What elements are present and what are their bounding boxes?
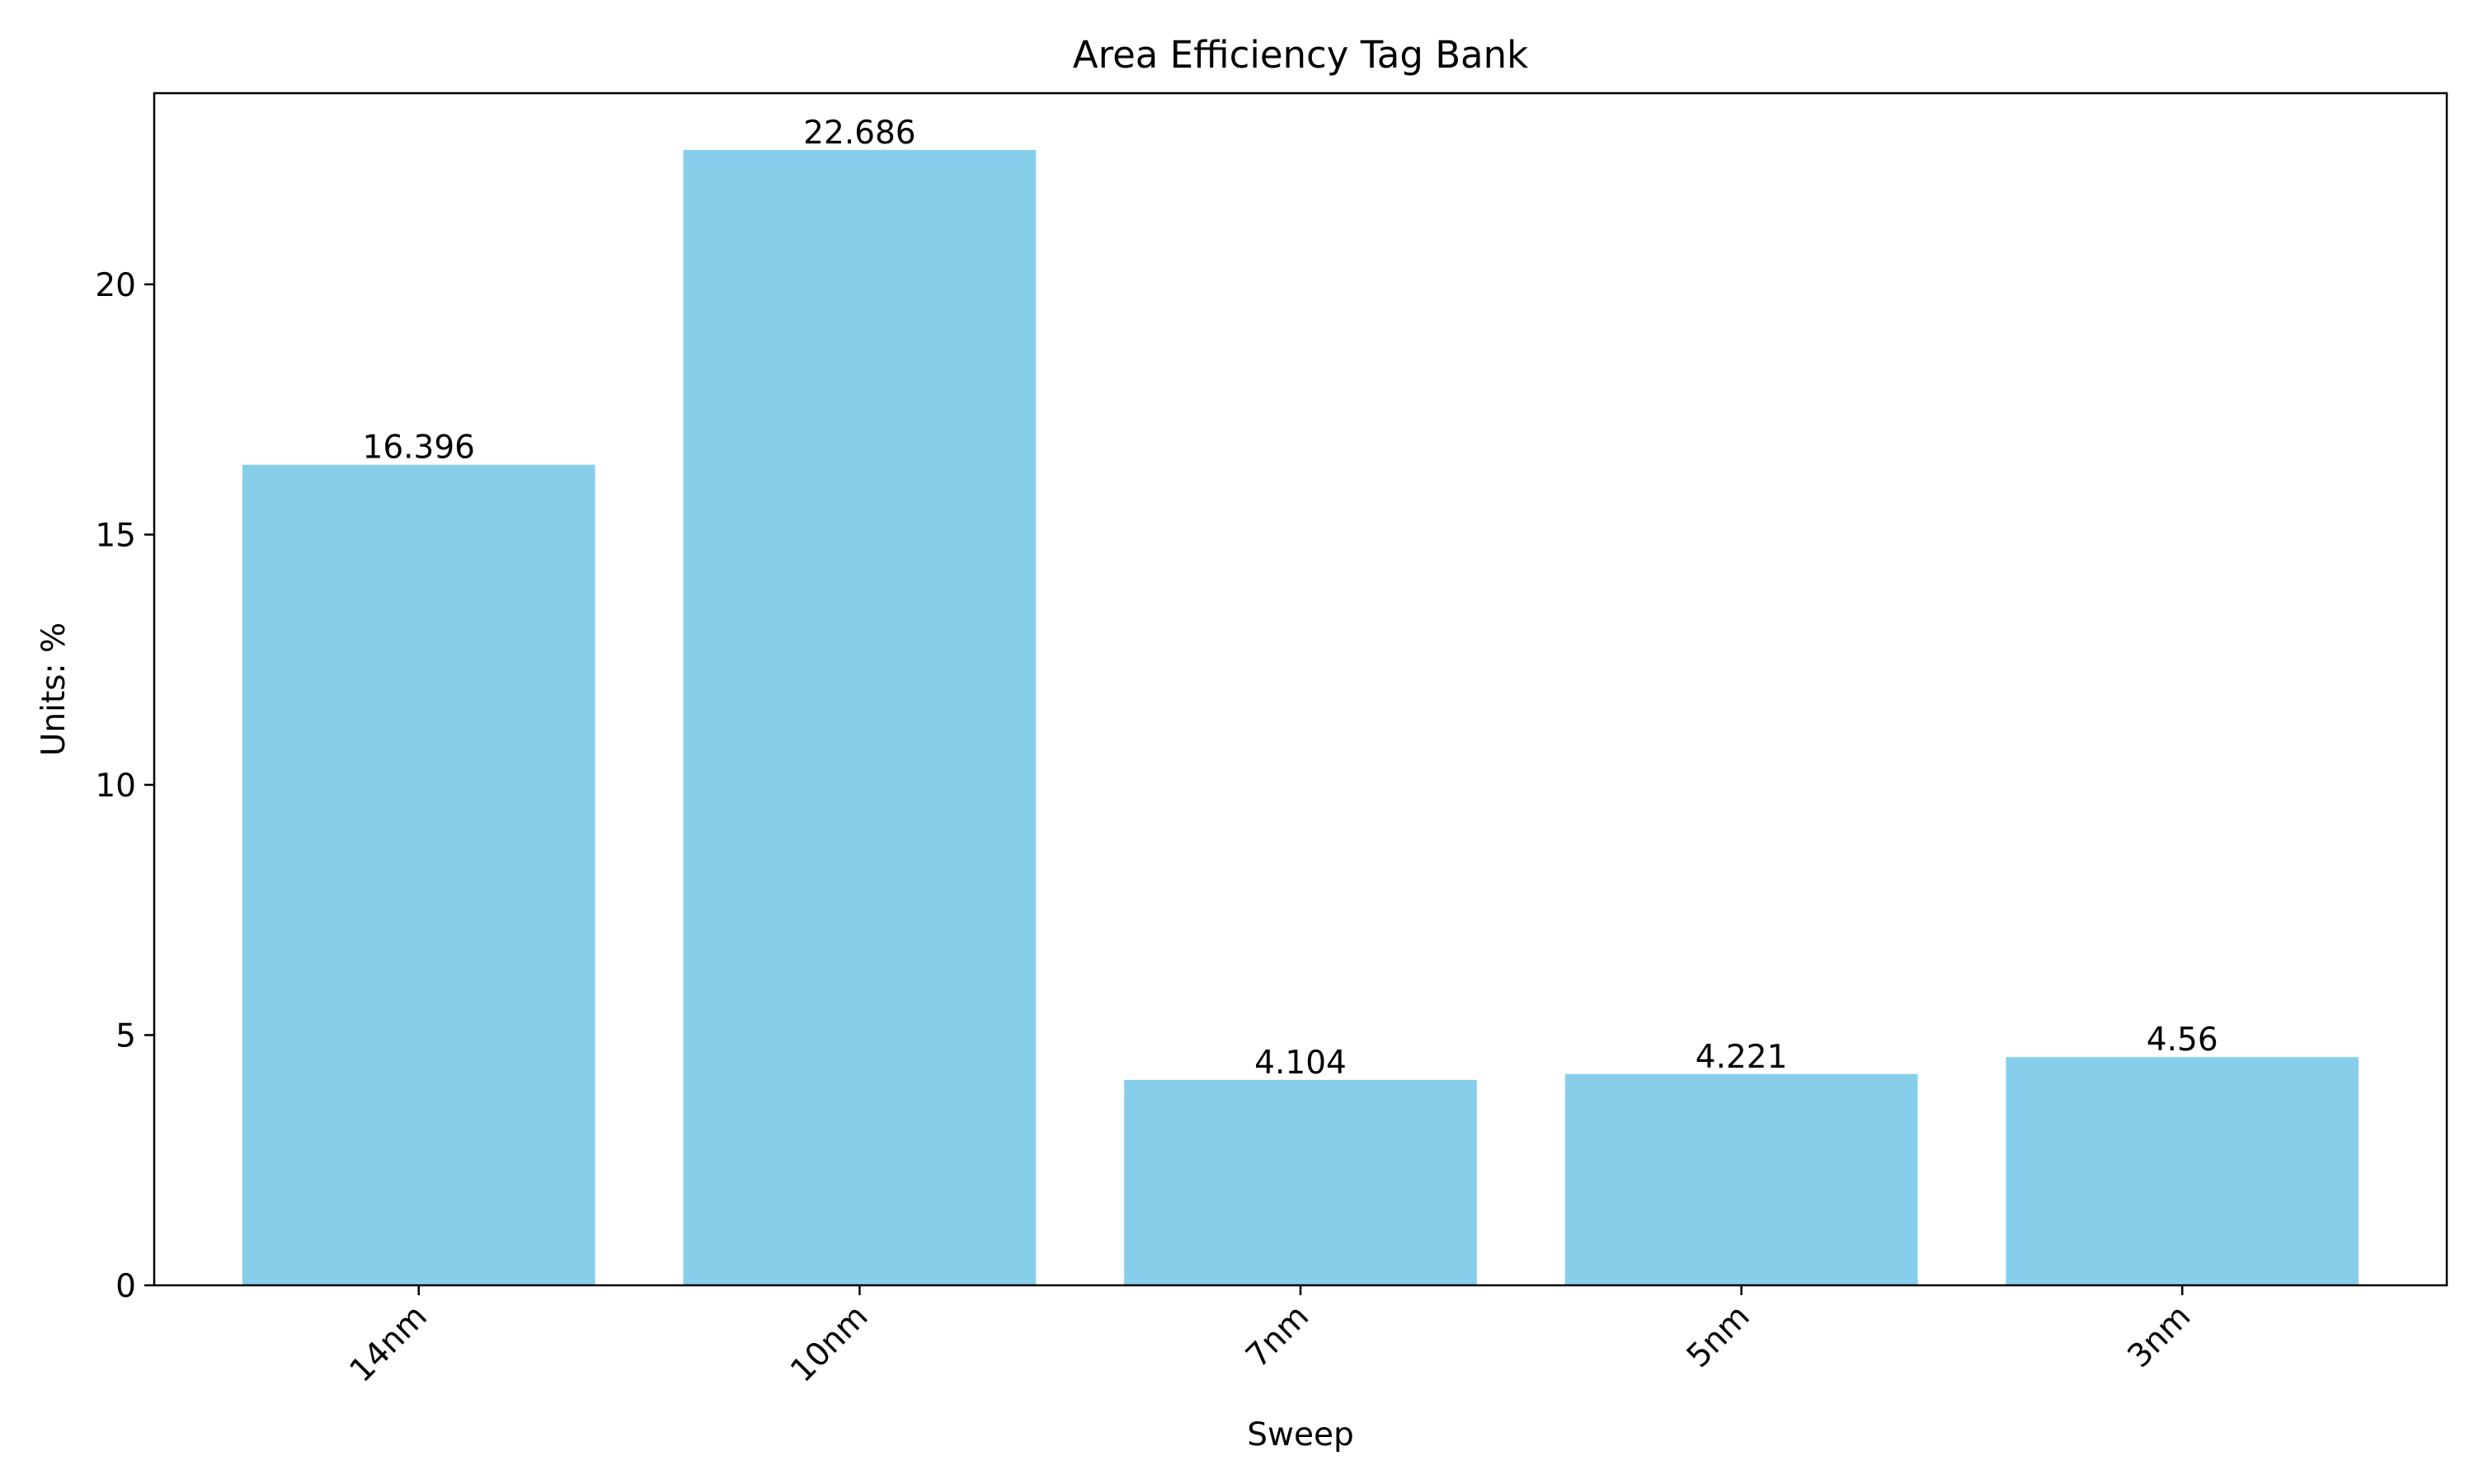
y-axis-label: Units: % (35, 622, 73, 756)
chart-title: Area Efficiency Tag Bank (1073, 33, 1528, 77)
plot-frame (153, 92, 2448, 1287)
y-tick-label: 20 (95, 267, 136, 304)
bar-7nm (1124, 1079, 1477, 1285)
bar-5nm (1564, 1073, 1918, 1285)
x-axis-label: Sweep (1247, 1416, 1353, 1453)
data-label-14nm: 16.396 (363, 430, 475, 467)
y-tick-label: 15 (95, 517, 136, 554)
y-tick-label: 5 (115, 1017, 136, 1054)
data-label-5nm: 4.221 (1696, 1039, 1788, 1076)
bar-14nm (242, 464, 595, 1285)
bar-10nm (683, 149, 1037, 1285)
bar-3nm (2006, 1057, 2359, 1285)
y-tick-label: 0 (115, 1268, 136, 1305)
y-tick-label: 10 (95, 768, 136, 805)
data-label-10nm: 22.686 (803, 115, 915, 152)
data-label-7nm: 4.104 (1254, 1045, 1347, 1082)
data-label-3nm: 4.56 (2147, 1021, 2218, 1059)
